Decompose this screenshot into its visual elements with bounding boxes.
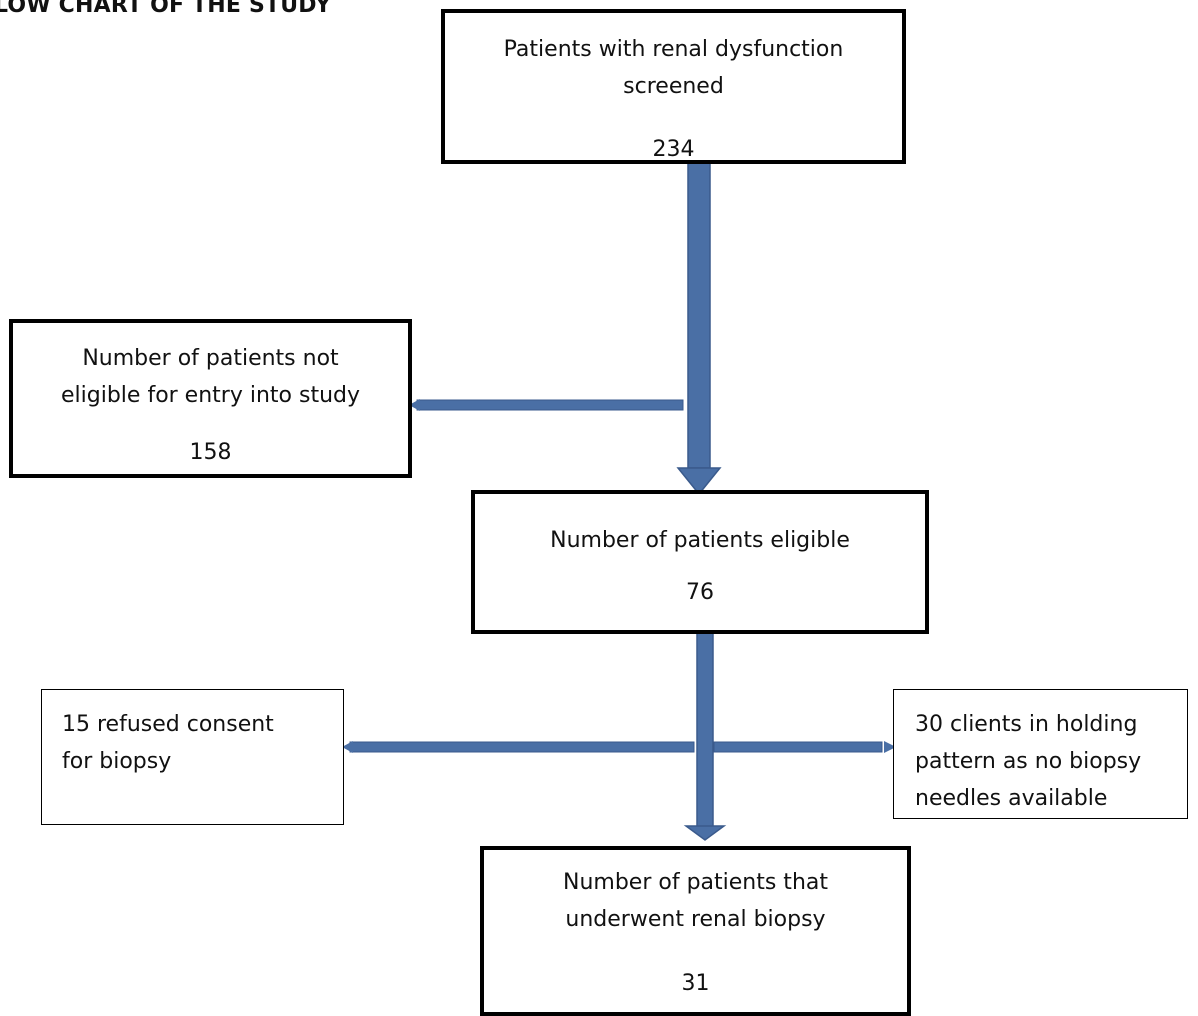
node-screened-label-1: Patients with renal dysfunction: [503, 37, 844, 62]
node-refused: 15 refused consent for biopsy: [41, 689, 344, 825]
diagram-title: LOW CHART OF THE STUDY: [0, 0, 332, 18]
node-eligible-label: Number of patients eligible: [550, 528, 850, 553]
node-holding-label-1: 30 clients in holding: [915, 712, 1138, 737]
node-not-eligible-count: 158: [189, 440, 232, 465]
arrow-eligible-to-biopsy: [683, 631, 727, 841]
node-not-eligible: Number of patients not eligible for entr…: [9, 319, 412, 478]
node-eligible: Number of patients eligible 76: [471, 490, 929, 634]
node-biopsy-count: 31: [681, 971, 710, 996]
node-not-eligible-label-2: eligible for entry into study: [61, 383, 360, 408]
node-biopsy-label-2: underwent renal biopsy: [565, 907, 826, 932]
arrow-to-holding: [713, 741, 896, 753]
node-screened: Patients with renal dysfunction screened…: [441, 9, 906, 164]
arrow-screened-to-eligible: [676, 159, 722, 496]
node-holding: 30 clients in holding pattern as no biop…: [893, 689, 1188, 819]
node-not-eligible-label-1: Number of patients not: [82, 346, 339, 371]
node-holding-label-2: pattern as no biopsy: [915, 749, 1142, 774]
node-screened-label-2: screened: [623, 74, 724, 99]
node-refused-label-1: 15 refused consent: [62, 712, 274, 737]
node-holding-label-3: needles available: [915, 786, 1108, 811]
node-biopsy: Number of patients that underwent renal …: [480, 846, 911, 1016]
node-biopsy-label-1: Number of patients that: [563, 870, 828, 895]
node-eligible-count: 76: [686, 580, 714, 605]
arrow-to-not-eligible: [409, 399, 684, 411]
arrow-to-refused: [342, 741, 695, 753]
node-refused-label-2: for biopsy: [62, 749, 172, 774]
node-screened-count: 234: [652, 137, 695, 162]
